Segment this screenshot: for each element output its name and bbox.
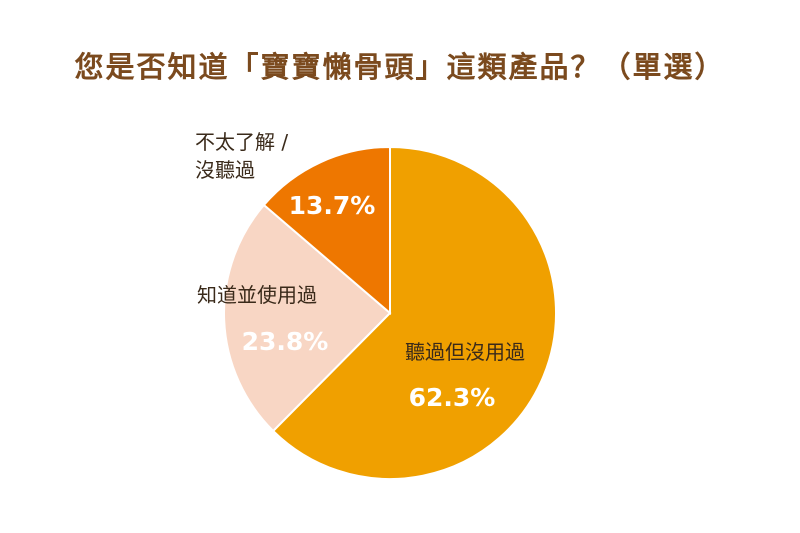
slice-name-label-1: 知道並使用過 [197, 283, 317, 307]
slice-name-label-2-line-0: 不太了解 / [195, 130, 288, 154]
slice-value-label-0: 62.3% [409, 383, 496, 412]
pie-slices [223, 145, 557, 480]
slice-name-label-0: 聽過但沒用過 [405, 340, 525, 364]
slice-value-label-1: 23.8% [242, 327, 329, 356]
chart-title: 您是否知道「寶寶懶骨頭」這類產品？（單選） [74, 50, 726, 84]
pie-slice-0 [271, 145, 557, 480]
pie-labels: 聽過但沒用過 62.3% 知道並使用過 23.8% 不太了解 / 沒聽過 13.7% [195, 130, 525, 412]
slice-value-label-2: 13.7% [289, 191, 376, 220]
slice-name-label-2-line-1: 沒聽過 [195, 158, 255, 182]
pie-slice-1 [223, 203, 392, 433]
pie-slice-2 [262, 145, 391, 316]
